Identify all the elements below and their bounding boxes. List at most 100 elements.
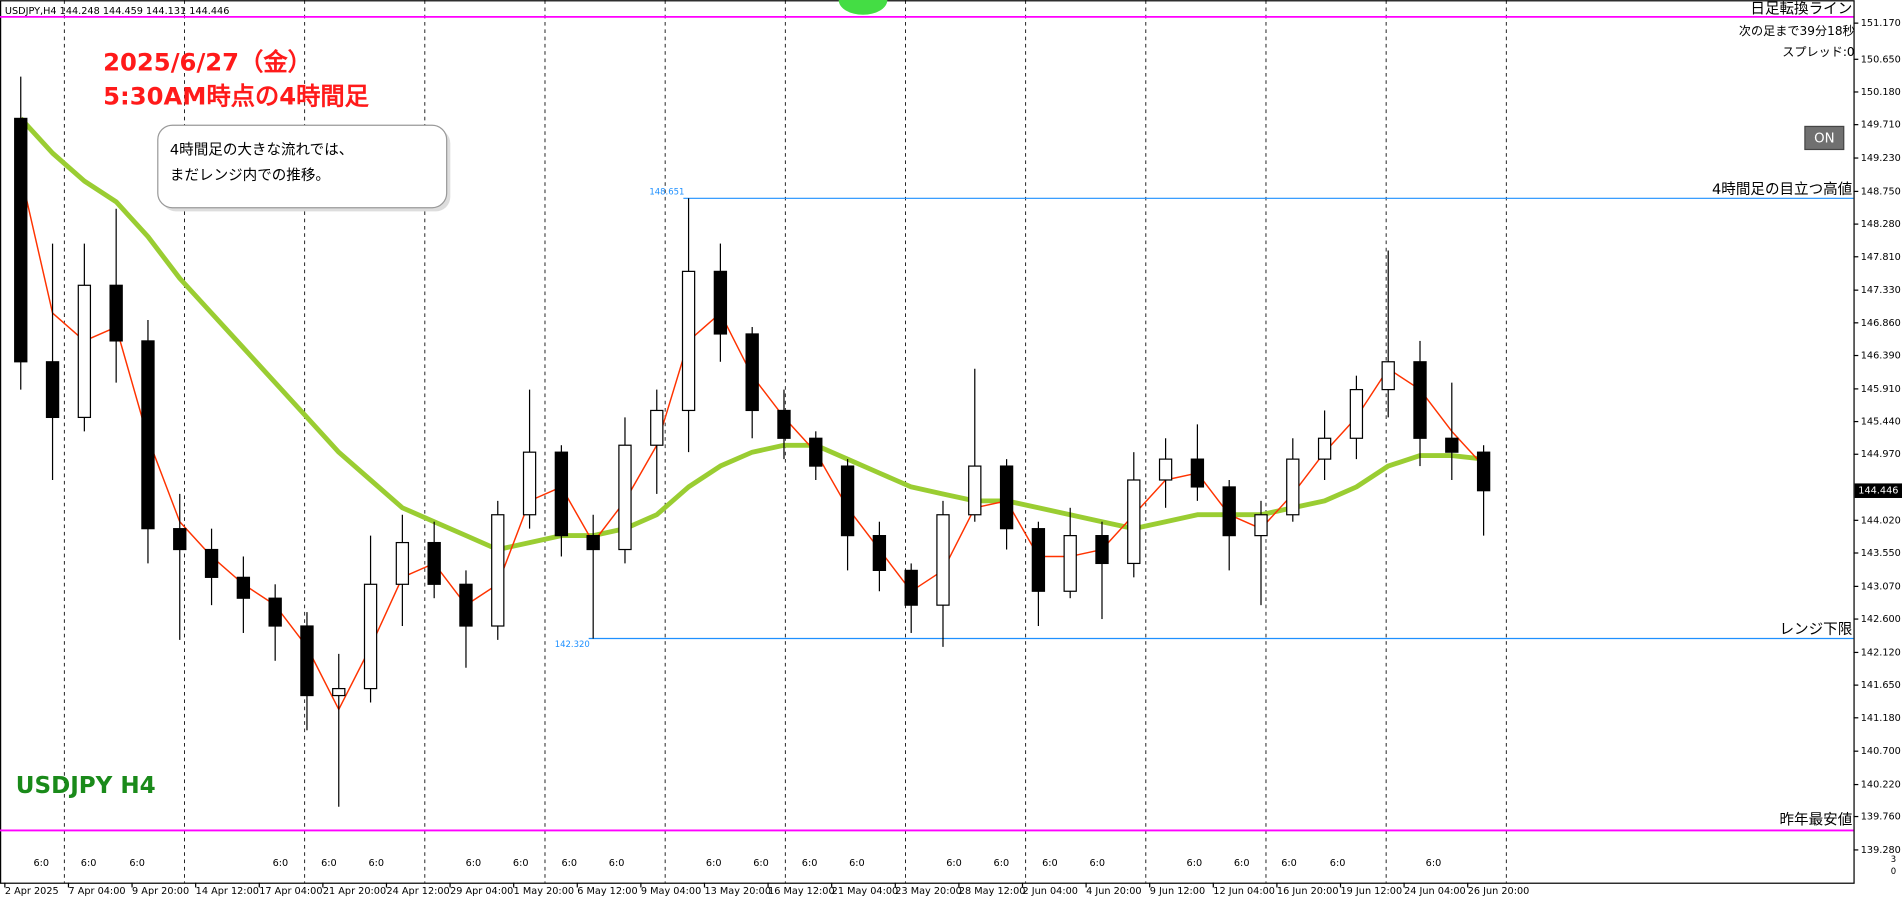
x-tick-label: 23 May 20:00 bbox=[895, 886, 962, 897]
session-label: 6:0 bbox=[368, 858, 384, 869]
session-label: 6:0 bbox=[1330, 858, 1346, 869]
candle-body bbox=[745, 333, 759, 412]
x-tick-label: 16 May 12:00 bbox=[768, 886, 835, 897]
x-tick-label: 12 Jun 04:00 bbox=[1213, 886, 1275, 897]
x-tick-label: 2 Jun 04:00 bbox=[1022, 886, 1077, 897]
candle-body bbox=[45, 361, 60, 419]
candle-body bbox=[14, 117, 28, 363]
current-price-box bbox=[1854, 483, 1902, 498]
on-button[interactable] bbox=[1804, 125, 1845, 151]
session-label: 6:0 bbox=[273, 858, 289, 869]
on-button-label[interactable]: ON bbox=[1814, 132, 1835, 147]
y-tick-label: 147.810 bbox=[1861, 252, 1901, 263]
candle-body bbox=[618, 444, 632, 551]
candle-body bbox=[681, 270, 696, 412]
x-tick-label: 13 May 20:00 bbox=[704, 886, 771, 897]
candle-body bbox=[141, 340, 155, 530]
session-label: 6:0 bbox=[81, 858, 97, 869]
title: 2025/6/27（金） bbox=[103, 47, 312, 76]
candle-body bbox=[204, 548, 219, 578]
y-tick-label: 145.910 bbox=[1861, 384, 1901, 395]
candle-body bbox=[1222, 486, 1236, 537]
candle-body bbox=[1349, 388, 1364, 439]
candle-body bbox=[936, 514, 950, 606]
callout-text: まだレンジ内での推移。 bbox=[170, 167, 330, 184]
candle-body bbox=[1317, 437, 1332, 460]
x-tick-label: 14 Apr 12:00 bbox=[196, 886, 259, 897]
y-tick-label: 148.750 bbox=[1861, 186, 1901, 197]
y-tick-label: 141.650 bbox=[1861, 680, 1901, 691]
x-tick-label: 29 Apr 04:00 bbox=[450, 886, 513, 897]
status-indicator bbox=[838, 0, 888, 15]
y-tick-label: 145.440 bbox=[1861, 417, 1901, 428]
candle-body bbox=[904, 569, 918, 606]
level-price: 148.651 bbox=[649, 188, 684, 198]
y-tick-label: 147.330 bbox=[1861, 285, 1901, 296]
candle-body bbox=[650, 409, 664, 446]
plot-frame bbox=[0, 0, 1855, 884]
y-tick-label: 144.970 bbox=[1861, 449, 1901, 460]
session-label: 6:0 bbox=[513, 858, 529, 869]
y-tick-label: 141.180 bbox=[1861, 713, 1901, 724]
y-tick-label: 150.180 bbox=[1861, 87, 1901, 98]
candle-body bbox=[173, 528, 187, 551]
candle-body bbox=[491, 514, 505, 627]
candle-body bbox=[809, 437, 823, 467]
level-name: 昨年最安値 bbox=[1780, 812, 1853, 829]
x-tick-label: 24 Apr 12:00 bbox=[386, 886, 449, 897]
x-tick-label: 1 May 20:00 bbox=[514, 886, 574, 897]
header: USDJPY,H4 144.248 144.459 144.131 144.44… bbox=[5, 6, 230, 17]
session-label: 6:0 bbox=[1281, 858, 1297, 869]
session-label: 6:0 bbox=[129, 858, 145, 869]
current-price: 144.446 bbox=[1858, 486, 1898, 497]
x-tick-label: 2 Apr 2025 bbox=[5, 886, 59, 897]
y-tick-label: 143.550 bbox=[1861, 548, 1901, 559]
x-tick-label: 26 Jun 20:00 bbox=[1468, 886, 1530, 897]
candle-body bbox=[1095, 535, 1109, 565]
level-name: 4時間足の目立つ高値 bbox=[1712, 181, 1852, 198]
candle-body bbox=[236, 576, 251, 599]
candle-body bbox=[109, 284, 123, 342]
symbol-label: USDJPY H4 bbox=[16, 773, 156, 799]
candle-body bbox=[77, 284, 92, 419]
x-tick-label: 9 Apr 20:00 bbox=[132, 886, 189, 897]
candle-body bbox=[1031, 528, 1046, 592]
candle-body bbox=[840, 465, 855, 537]
candle-body bbox=[713, 270, 728, 335]
candle-body bbox=[363, 583, 378, 690]
candle-body bbox=[522, 451, 537, 516]
level-name: 日足転換ライン bbox=[1750, 1, 1852, 18]
moving-average bbox=[18, 116, 1484, 552]
x-tick-label: 21 May 04:00 bbox=[832, 886, 899, 897]
x-tick-label: 6 May 12:00 bbox=[577, 886, 637, 897]
level-price: 142.320 bbox=[555, 640, 590, 650]
title: 5:30AM時点の4時間足 bbox=[103, 81, 369, 110]
session-label: 6:0 bbox=[802, 858, 818, 869]
session-label: 6:0 bbox=[466, 858, 482, 869]
y-tick-label: 142.600 bbox=[1861, 614, 1901, 625]
candle-body bbox=[1190, 458, 1205, 488]
x-tick-label: 16 Jun 20:00 bbox=[1277, 886, 1339, 897]
x-tick-label: 7 Apr 04:00 bbox=[68, 886, 125, 897]
candle-body bbox=[554, 451, 569, 537]
session-label: 6:0 bbox=[1042, 858, 1058, 869]
y-tick-label: 148.280 bbox=[1861, 219, 1901, 230]
candle-body bbox=[459, 583, 473, 627]
session-label: 6:0 bbox=[753, 858, 769, 869]
x-tick-label: 19 Jun 12:00 bbox=[1341, 886, 1403, 897]
x-tick-label: 4 Jun 20:00 bbox=[1086, 886, 1141, 897]
y-tick-label: 146.860 bbox=[1861, 318, 1901, 329]
timer: 次の足まで39分18秒 bbox=[1739, 24, 1855, 38]
candle-body bbox=[1286, 458, 1300, 516]
candle-body bbox=[1476, 451, 1491, 492]
y-tick-label: 151.170 bbox=[1861, 18, 1901, 29]
callout-text: 4時間足の大きな流れでは、 bbox=[170, 142, 353, 159]
candle-body bbox=[1381, 361, 1395, 391]
candle-body bbox=[1158, 458, 1173, 481]
x-tick-label: 17 Apr 04:00 bbox=[259, 886, 322, 897]
candle-body bbox=[1254, 514, 1268, 537]
session-label: 6:0 bbox=[33, 858, 49, 869]
session-label: 6:0 bbox=[706, 858, 722, 869]
x-tick-label: 24 Jun 04:00 bbox=[1404, 886, 1466, 897]
